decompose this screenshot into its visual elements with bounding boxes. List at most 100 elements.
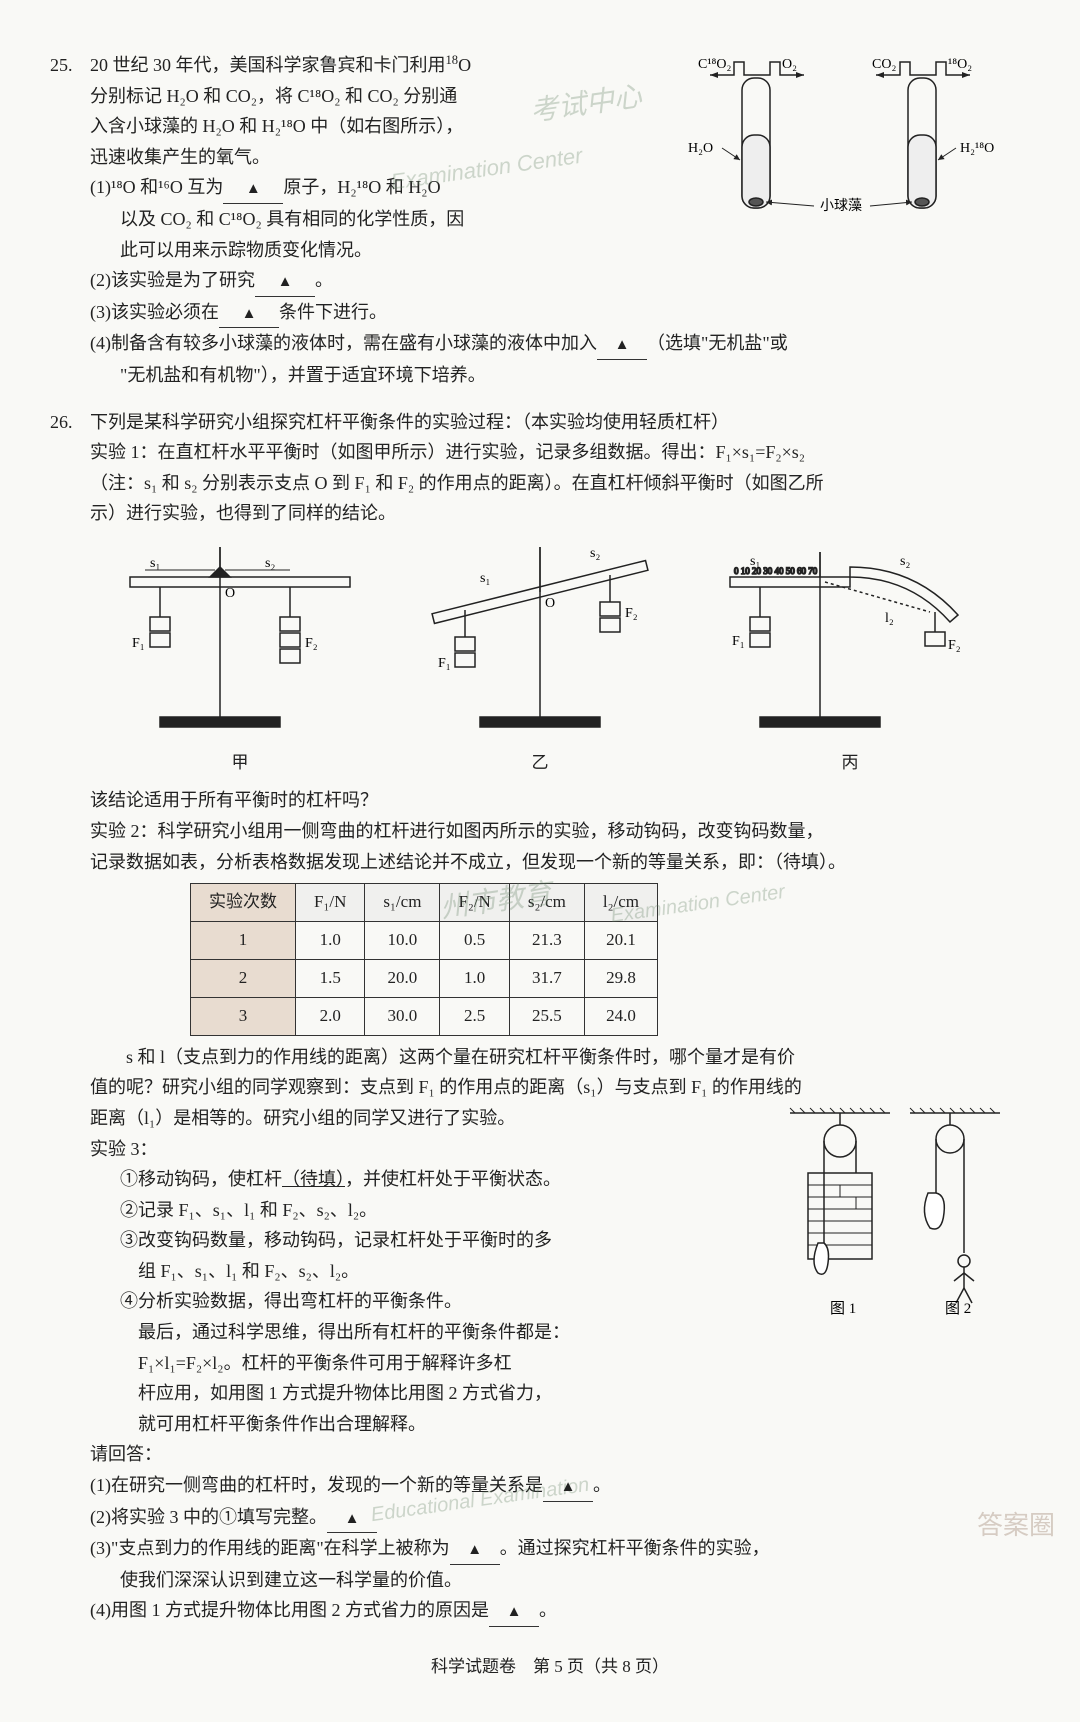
answer-watermark: 答案圈 [977, 1503, 1055, 1547]
fig-label-yi: 乙 [410, 749, 670, 778]
fig1-label: 图 1 [830, 1300, 856, 1317]
table-row: 1 1.0 10.0 0.5 21.3 20.1 [191, 922, 658, 960]
td: 31.7 [509, 959, 584, 997]
q25-l3: 入含小球藻的 H₂O 和 H₂¹⁸O 中（如右图所示）， [90, 116, 463, 136]
label-algae: 小球藻 [820, 198, 862, 214]
q25-sub2-pre: (2)该实验是为了研究 [90, 270, 255, 290]
q25-l1b: O [458, 55, 471, 75]
q25-sub4-post: （选填"无机盐"或 [647, 333, 788, 353]
ans3-post: 。通过探究杠杆平衡条件的实验， [500, 1538, 770, 1558]
question-26: 26. 下列是某科学研究小组探究杠杆平衡条件的实验过程：（本实验均使用轻质杠杆）… [90, 407, 1010, 1627]
q25-sub3: (3)该实验必须在条件下进行。 [90, 297, 1010, 329]
blank [327, 1502, 377, 1534]
table-row: 2 1.5 20.0 1.0 31.7 29.8 [191, 959, 658, 997]
fig-yi: s₁ s₂ O F₁ F₂ 乙 [410, 537, 670, 777]
th-3: F₂/N [440, 884, 509, 922]
ans3-l2: 使我们深深认识到建立这一科学量的价值。 [90, 1570, 462, 1590]
svg-text:s₁: s₁ [480, 571, 490, 586]
svg-text:F₂: F₂ [948, 638, 961, 653]
page-footer: 科学试题卷 第 5 页（共 8 页） [90, 1653, 1010, 1682]
blank [219, 297, 279, 329]
th-5: l₂/cm [584, 884, 657, 922]
label-co2: CO₂ [872, 57, 896, 72]
td: 25.5 [509, 997, 584, 1035]
q25-diagram: C¹⁸O₂ O₂ H₂O CO₂ ¹⁸O₂ H₂¹⁸O 小球藻 [680, 50, 1010, 250]
q25-sub2-post: 。 [315, 270, 333, 290]
td: 29.8 [584, 959, 657, 997]
td: 0.5 [440, 922, 509, 960]
ans4-pre: (4)用图 1 方式提升物体比用图 2 方式省力的原因是 [90, 1600, 489, 1620]
q26-trans-l1: 该结论适用于所有平衡时的杠杆吗？ [90, 790, 378, 810]
q25-sub1-mid: 原子，H₂¹⁸O 和 H₂O [283, 177, 440, 197]
fig-label-jia: 甲 [110, 749, 370, 778]
q26-trans-l2: 实验 2：科学研究小组用一侧弯曲的杠杆进行如图丙所示的实验，移动钩码，改变钩码数… [90, 821, 824, 841]
step3-l2: 组 F₁、s₁、l₁ 和 F₂、s₂、l₂。 [120, 1261, 359, 1281]
q26-answers: 请回答： (1)在研究一侧弯曲的杠杆时，发现的一个新的等量关系是。 (2)将实验… [90, 1439, 1010, 1627]
td: 24.0 [584, 997, 657, 1035]
td: 21.3 [509, 922, 584, 960]
q25-l4: 迅速收集产生的氧气。 [90, 147, 270, 167]
answer-prompt: 请回答： [90, 1444, 162, 1464]
svg-text:O: O [225, 586, 235, 601]
q26-pt-l1: s 和 l（支点到力的作用线的距离）这两个量在研究杠杆平衡条件时，哪个量才是有价 [126, 1047, 795, 1067]
step1-post: ，并使杠杆处于平衡状态。 [345, 1169, 561, 1189]
td: 1.5 [296, 959, 365, 997]
label-c18o2: C¹⁸O₂ [698, 57, 732, 72]
fig-jia: s₁ s₂ O F₁ F₂ 甲 [110, 537, 370, 777]
th-2: s₁/cm [365, 884, 440, 922]
q25-sub4-pre: (4)制备含有较多小球藻的液体时，需在盛有小球藻的液体中加入 [90, 333, 597, 353]
step1-pre: ①移动钩码，使杠杆 [120, 1169, 282, 1189]
ans2-pre: (2)将实验 3 中的①填写完整。 [90, 1507, 327, 1527]
concl-l1: 最后，通过科学思维，得出所有杠杆的平衡条件都是： [120, 1322, 570, 1342]
q25-sub4: (4)制备含有较多小球藻的液体时，需在盛有小球藻的液体中加入（选填"无机盐"或 … [90, 328, 1010, 390]
svg-text:F₂: F₂ [305, 636, 318, 651]
td: 3 [191, 997, 296, 1035]
svg-text:F₂: F₂ [625, 606, 638, 621]
label-h218o: H₂¹⁸O [960, 141, 994, 156]
label-h2o: H₂O [688, 141, 713, 156]
svg-text:s₂: s₂ [265, 556, 275, 571]
ans1-pre: (1)在研究一侧弯曲的杠杆时，发现的一个新的等量关系是 [90, 1475, 543, 1495]
svg-text:s₁: s₁ [750, 554, 760, 569]
td: 2 [191, 959, 296, 997]
step2: ②记录 F₁、s₁、l₁ 和 F₂、s₂、l₂。 [120, 1200, 377, 1220]
blank [450, 1533, 500, 1565]
q26-pt-l2: 值的呢？研究小组的同学观察到：支点到 F₁ 的作用点的距离（s₁）与支点到 F₁… [90, 1077, 802, 1097]
q25-sub3-post: 条件下进行。 [279, 302, 387, 322]
q26-intro-l1: 下列是某科学研究小组探究杠杆平衡条件的实验过程：（本实验均使用轻质杠杆） [90, 412, 729, 432]
svg-text:O: O [545, 596, 555, 611]
q25-sub2: (2)该实验是为了研究 。 [90, 265, 1010, 297]
label-18o2: ¹⁸O₂ [948, 57, 972, 72]
ans1-post: 。 [593, 1475, 611, 1495]
q25-number: 25. [50, 50, 73, 81]
q26-number: 26. [50, 407, 73, 438]
concl-l2: F₁×l₁=F₂×l₂。杠杆的平衡条件可用于解释许多杠 [120, 1353, 512, 1373]
q25-l1a: 20 世纪 30 年代，美国科学家鲁宾和卡门利用 [90, 55, 446, 75]
th-1: F₁/N [296, 884, 365, 922]
td: 2.5 [440, 997, 509, 1035]
blank [223, 172, 283, 204]
q25-sub1-pre: (1)¹⁸O 和¹⁶O 互为 [90, 177, 223, 197]
blank [255, 265, 315, 297]
ans4-post: 。 [539, 1600, 557, 1620]
q26-pt-l3: 距离（l₁）是相等的。研究小组的同学又进行了实验。 [90, 1108, 515, 1128]
th-0: 实验次数 [191, 884, 296, 922]
td: 20.0 [365, 959, 440, 997]
q25-sub1-l3: 此可以用来示踪物质变化情况。 [90, 240, 372, 260]
ans3-pre: (3)"支点到力的作用线的距离"在科学上被称为 [90, 1538, 450, 1558]
q25-l2: 分别标记 H₂O 和 CO₂，将 C¹⁸O₂ 和 CO₂ 分别通 [90, 86, 457, 106]
fig-label-bing: 丙 [710, 749, 990, 778]
blank [597, 328, 647, 360]
svg-text:s₂: s₂ [900, 554, 910, 569]
fig2-label: 图 2 [945, 1300, 971, 1317]
table-header-row: 实验次数 F₁/N s₁/cm F₂/N s₂/cm l₂/cm [191, 884, 658, 922]
svg-text:s₁: s₁ [150, 556, 160, 571]
q26-trans-l3: 记录数据如表，分析表格数据发现上述结论并不成立，但发现一个新的等量关系，即：（待… [90, 852, 846, 872]
question-25: 25. C¹⁸O₂ O₂ H₂O CO₂ ¹⁸O₂ H₂¹⁸O [90, 50, 1010, 391]
q26-body: 下列是某科学研究小组探究杠杆平衡条件的实验过程：（本实验均使用轻质杠杆） 实验 … [90, 407, 1010, 529]
td: 20.1 [584, 922, 657, 960]
q25-sub1-l2: 以及 CO₂ 和 C¹⁸O₂ 具有相同的化学性质，因 [90, 209, 464, 229]
svg-text:F₁: F₁ [132, 636, 145, 651]
td: 10.0 [365, 922, 440, 960]
q25-sub4-l2: "无机盐和有机物"），并置于适宜环境下培养。 [90, 365, 486, 385]
